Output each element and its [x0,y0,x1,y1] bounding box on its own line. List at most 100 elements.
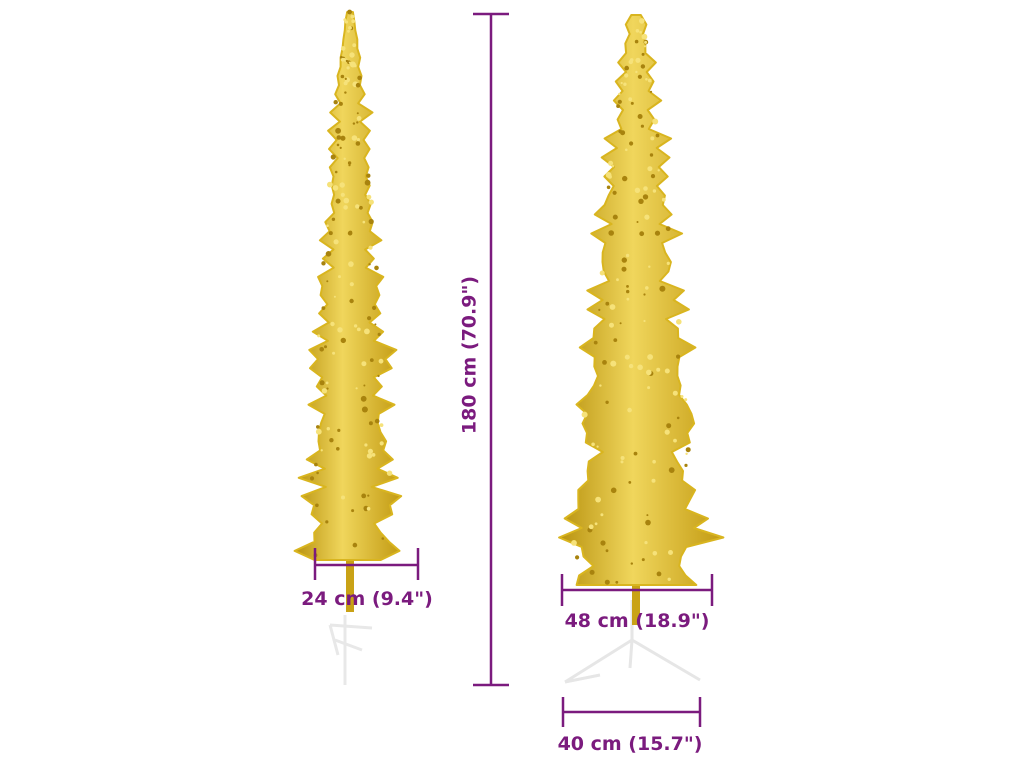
tinsel-sparkle [611,165,615,168]
tinsel-sparkle [620,81,623,85]
tinsel-sparkle [379,441,384,446]
tinsel-sparkle [617,99,622,104]
tinsel-sparkle [332,185,339,191]
tinsel-sparkle [326,387,329,390]
height-label: 180 cm (70.9") [459,276,481,434]
tree-foliage [558,14,725,586]
tinsel-sparkle [684,398,688,402]
tinsel-sparkle [368,245,373,250]
tinsel-sparkle [600,540,606,546]
tinsel-sparkle [629,141,634,146]
tinsel-sparkle [630,562,633,565]
tinsel-sparkle [668,467,675,473]
tinsel-sparkle [348,26,352,30]
tinsel-sparkle [635,57,641,63]
tinsel-sparkle [676,354,681,359]
tinsel-sparkle [600,513,604,517]
tinsel-sparkle [335,127,341,134]
tinsel-sparkle [646,514,649,517]
tinsel-sparkle [634,187,641,193]
tinsel-sparkle [356,121,359,124]
tinsel-sparkle [340,337,346,344]
tinsel-sparkle [647,78,652,83]
tinsel-sparkle [374,265,379,271]
tinsel-sparkle [609,322,614,328]
tinsel-sparkle [329,438,334,443]
tinsel-sparkle [347,230,353,236]
tinsel-sparkle [625,253,630,258]
tinsel-sparkle [344,20,348,24]
tinsel-sparkle [325,520,329,524]
tinsel-sparkle [321,388,328,394]
tinsel-sparkle [346,66,350,70]
tinsel-sparkle [336,143,340,147]
tinsel-sparkle [622,175,628,182]
tinsel-sparkle [347,29,350,33]
tinsel-sparkle [326,224,329,227]
tinsel-sparkle [620,456,625,460]
tinsel-sparkle [661,197,666,202]
tinsel-sparkle [605,549,609,553]
tinsel-sparkle [638,198,644,204]
tinsel-sparkle [355,204,360,209]
tinsel-sparkle [361,361,367,367]
tinsel-sparkle [641,33,648,40]
tinsel-sparkle [605,400,609,404]
tinsel-sparkle [377,332,381,336]
tinsel-sparkle [626,285,629,288]
tinsel-sparkle [350,14,355,19]
tinsel-sparkle [324,345,327,349]
left-tree-stand [328,615,373,685]
tinsel-sparkle [343,18,347,22]
tinsel-sparkle [642,194,649,200]
tinsel-sparkle [344,91,347,94]
tinsel-sparkle [644,541,648,545]
tinsel-sparkle [596,445,599,448]
tinsel-sparkle [332,351,336,355]
tinsel-sparkle [369,358,374,362]
tinsel-sparkle [364,443,368,447]
tinsel-sparkle [361,493,367,499]
tinsel-sparkle [628,97,633,102]
tinsel-sparkle [652,551,658,556]
tinsel-sparkle [607,174,612,179]
tinsel-sparkle [367,494,370,497]
tinsel-sparkle [626,289,630,294]
tinsel-sparkle [616,278,619,282]
tinsel-sparkle [355,141,361,146]
tinsel-sparkle [652,459,656,464]
tinsel-sparkle [336,447,340,451]
tinsel-sparkle [588,524,594,530]
tinsel-sparkle [363,384,366,387]
tinsel-sparkle [368,421,373,426]
tinsel-sparkle [604,579,610,585]
tinsel-sparkle [356,116,362,121]
tinsel-sparkle [619,322,622,325]
tinsel-sparkle [655,133,660,138]
tinsel-sparkle [315,503,319,508]
tinsel-sparkle [665,226,671,232]
tinsel-sparkle [377,374,380,378]
tinsel-sparkle [349,52,355,58]
tinsel-sparkle [684,463,688,467]
tinsel-sparkle [340,46,346,51]
tinsel-sparkle [649,153,654,157]
tinsel-sparkle [353,64,357,68]
tinsel-sparkle [327,181,333,188]
tinsel-sparkle [379,423,384,427]
tinsel-sparkle [386,470,393,476]
tinsel-sparkle [326,280,329,283]
tinsel-sparkle [351,19,356,24]
tinsel-sparkle [616,104,620,108]
tinsel-sparkle [571,540,577,546]
tinsel-sparkle [355,82,361,88]
tinsel-sparkle [643,319,646,323]
tinsel-sparkle [633,451,638,456]
tinsel-sparkle [367,448,373,454]
tinsel-sparkle [608,230,614,236]
tinsel-sparkle [639,30,642,34]
tinsel-sparkle [624,73,629,78]
tinsel-sparkle [623,82,627,86]
tinsel-sparkle [646,369,652,376]
